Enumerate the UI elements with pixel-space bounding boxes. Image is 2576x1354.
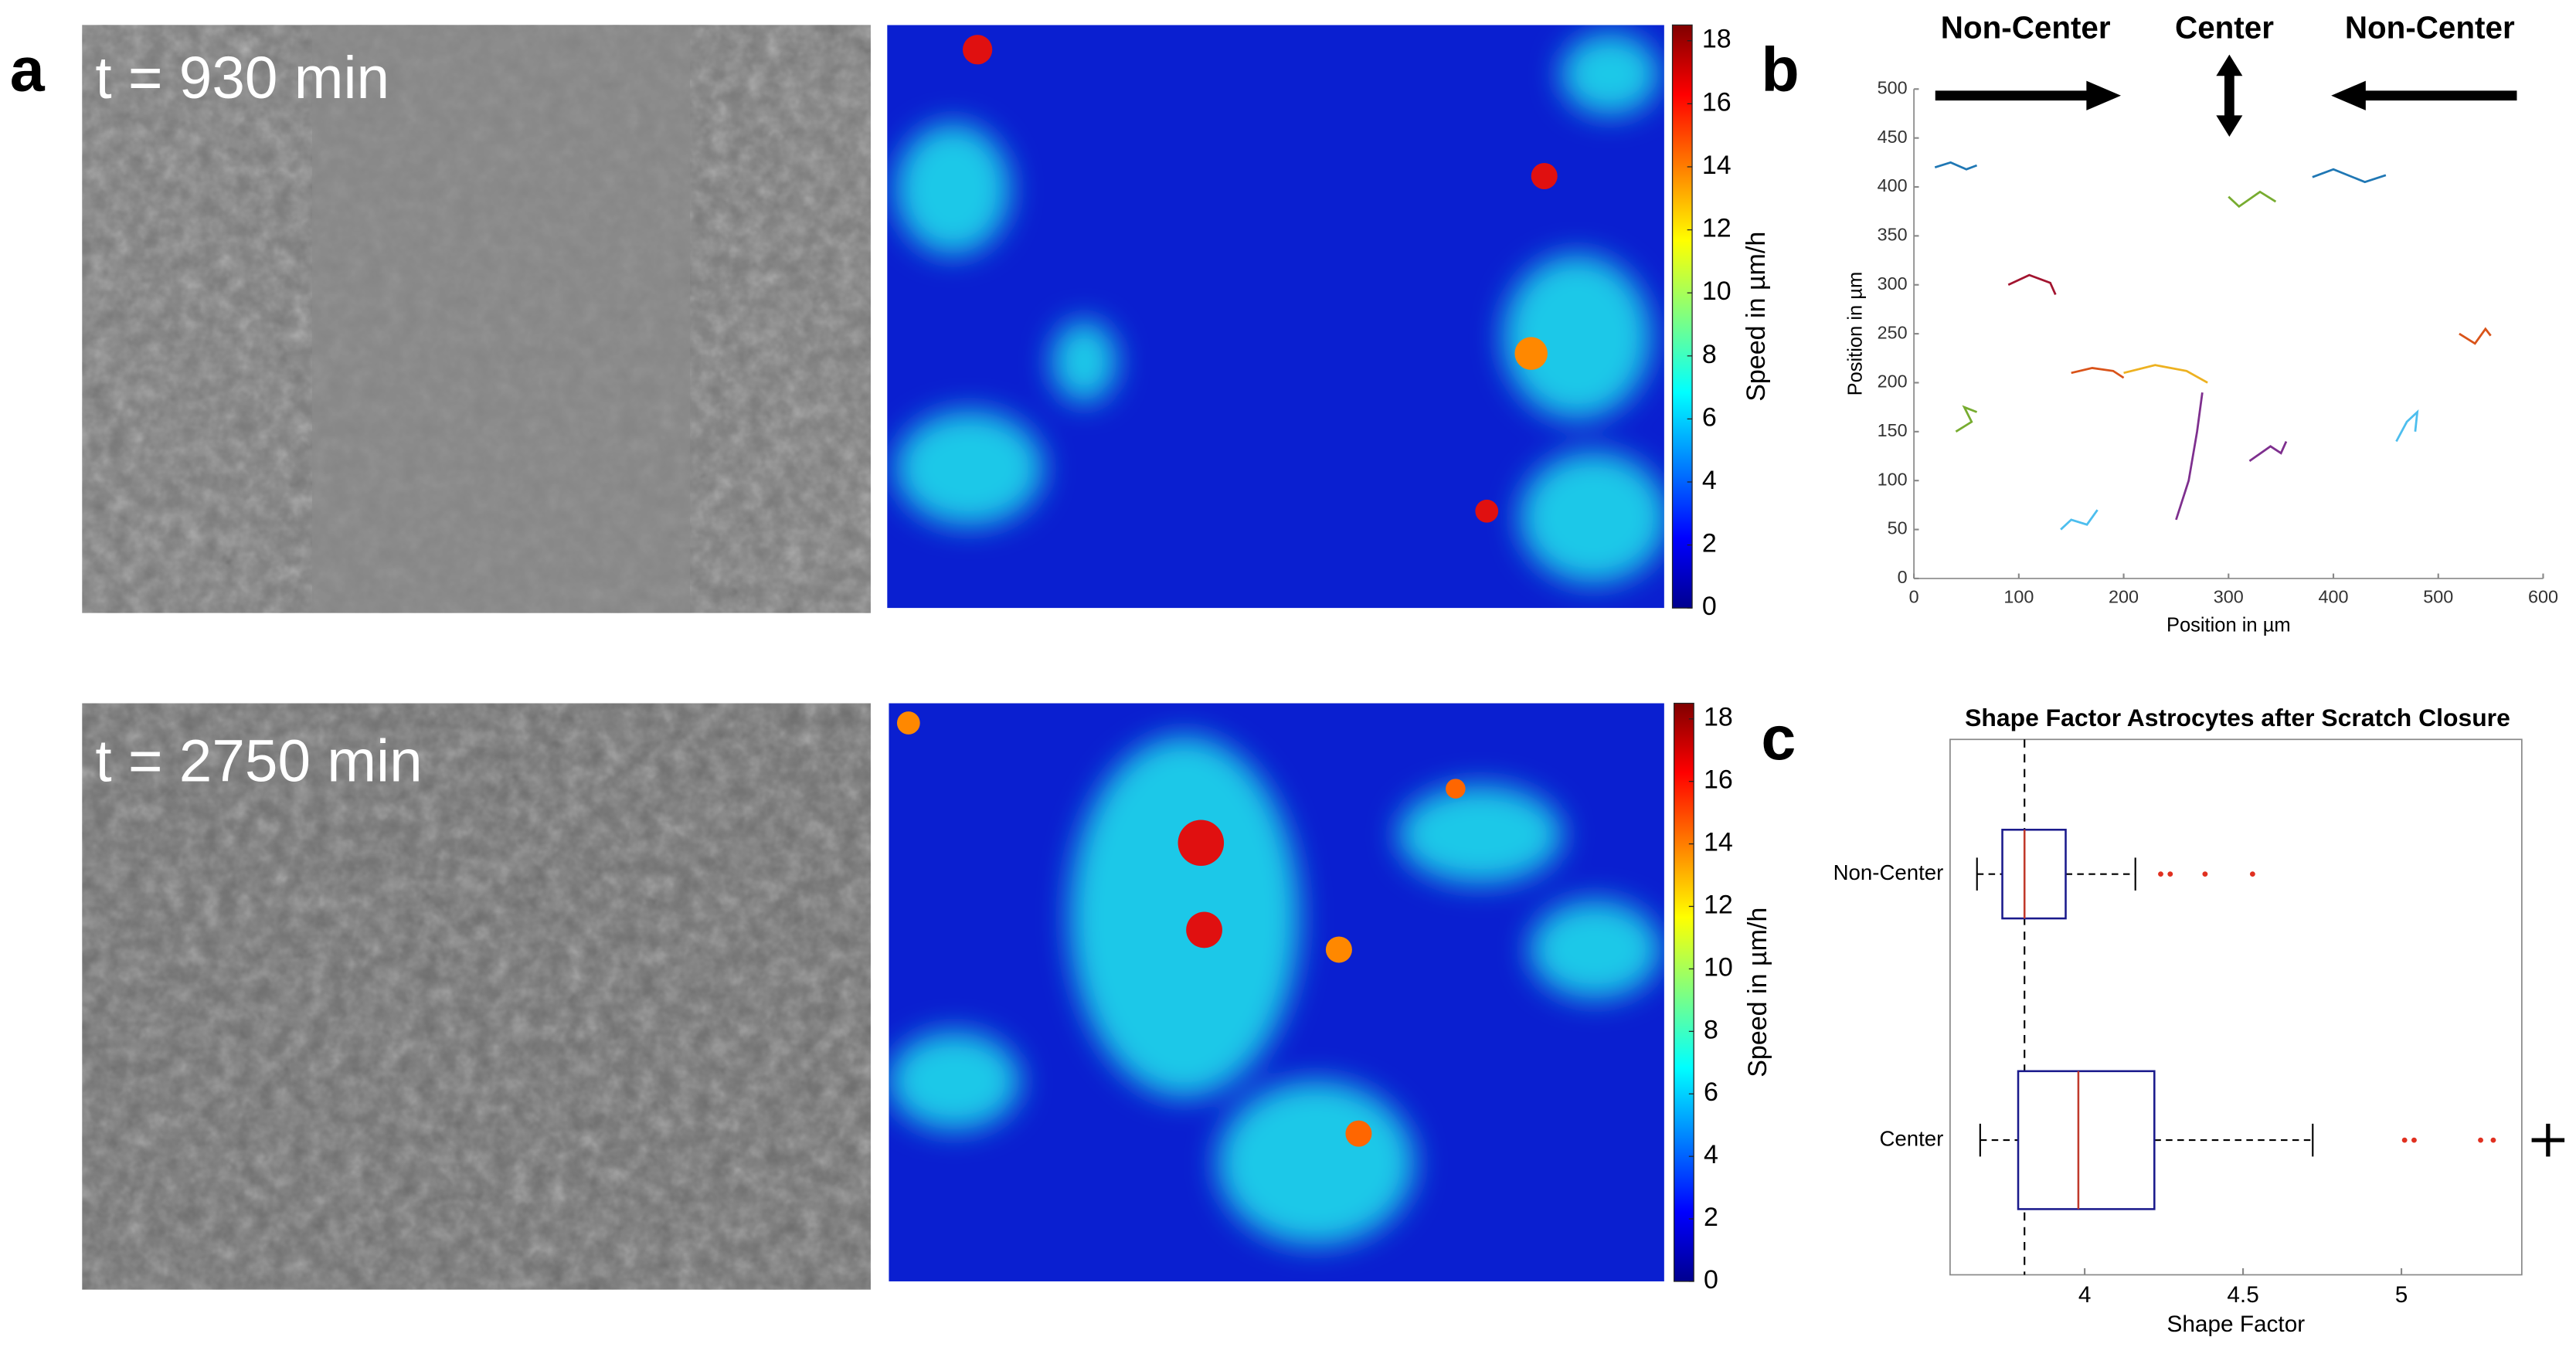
y-axis-label: Position in µm xyxy=(1844,272,1866,396)
colorbar-tick-label: 18 xyxy=(1704,703,1733,732)
x-tick-label: 600 xyxy=(2528,587,2558,607)
arrow xyxy=(2216,54,2243,137)
colorbar-tick-label: 14 xyxy=(1704,828,1733,857)
colorbar-tick-label: 10 xyxy=(1702,277,1731,306)
y-tick-label: 150 xyxy=(1878,420,1908,440)
box xyxy=(2001,828,2067,920)
colorbar-tick-label: 18 xyxy=(1702,25,1731,54)
plus-marker xyxy=(2531,1123,2565,1157)
colorbar-tick-label: 2 xyxy=(1702,529,1717,558)
micrograph xyxy=(82,25,871,1290)
colorbar-label: Speed in µm/h xyxy=(1743,908,1772,1077)
colorbar-tick-label: 4 xyxy=(1702,466,1717,495)
colorbar-tick-label: 2 xyxy=(1704,1203,1718,1232)
trajectory xyxy=(2175,392,2204,521)
y-tick-label: 50 xyxy=(1888,518,1908,538)
colorbar-tick-label: 6 xyxy=(1702,402,1717,432)
colorbar-tick-label: 0 xyxy=(1702,592,1717,621)
trajectory xyxy=(2060,509,2099,531)
colorbar-label: Speed in µm/h xyxy=(1742,232,1771,402)
plot-frame xyxy=(1949,738,2523,1276)
colorbar-tick-label: 0 xyxy=(1704,1265,1718,1295)
time-label: t = 930 min xyxy=(95,46,389,111)
y-tick-label: 500 xyxy=(1878,77,1908,97)
category-label: Center xyxy=(1879,1126,1943,1150)
y-tick-label: 100 xyxy=(1878,469,1908,489)
panel-label: c xyxy=(1761,704,1796,773)
colorbar-tick-label: 14 xyxy=(1702,151,1731,180)
y-tick-label: 0 xyxy=(1898,567,1908,587)
chart-title: Shape Factor Astrocytes after Scratch Cl… xyxy=(1965,704,2510,731)
outlier xyxy=(2490,1137,2496,1143)
arrow xyxy=(1935,80,2122,110)
colorbar-tick-label: 12 xyxy=(1702,214,1731,243)
outlier xyxy=(2478,1137,2483,1143)
heatmap xyxy=(887,25,1664,1281)
x-axis-label: Shape Factor xyxy=(2167,1312,2306,1337)
x-tick-label: 500 xyxy=(2423,587,2453,607)
box xyxy=(2017,1070,2156,1210)
outlier xyxy=(2202,871,2208,877)
colorbar-tick-label: 8 xyxy=(1702,340,1717,369)
colorbar-tick-label: 10 xyxy=(1704,952,1733,982)
x-tick-label: 300 xyxy=(2214,587,2244,607)
x-tick-label: 5 xyxy=(2395,1282,2408,1308)
x-tick-label: 4 xyxy=(2078,1282,2092,1308)
trajectory xyxy=(2459,327,2492,345)
colorbar-tick-label: 16 xyxy=(1704,765,1733,795)
colorbar-tick-label: 4 xyxy=(1704,1140,1718,1169)
trajectory xyxy=(2312,168,2387,184)
outlier xyxy=(2401,1137,2408,1143)
trajectory xyxy=(2007,273,2057,295)
trajectory xyxy=(2395,409,2419,443)
colorbar-tick-label: 8 xyxy=(1704,1015,1718,1044)
y-tick-label: 200 xyxy=(1878,372,1908,392)
trajectory xyxy=(1955,405,1978,433)
annotation: Non-Center xyxy=(2345,9,2515,45)
category-label: Non-Center xyxy=(1833,860,1944,884)
x-tick-label: 400 xyxy=(2319,587,2349,607)
outlier xyxy=(2249,871,2255,877)
x-tick-label: 4.5 xyxy=(2227,1282,2258,1308)
trajectory xyxy=(1934,161,1978,171)
colorbar-tick-label: 6 xyxy=(1704,1077,1718,1107)
trajectory xyxy=(2248,440,2288,462)
y-tick-label: 450 xyxy=(1878,127,1908,147)
y-tick-label: 250 xyxy=(1878,322,1908,342)
time-label: t = 2750 min xyxy=(95,729,422,795)
trajectory xyxy=(2071,367,2125,379)
x-axis-label: Position in µm xyxy=(2166,614,2291,636)
annotation: Non-Center xyxy=(1941,9,2111,45)
x-tick-label: 200 xyxy=(2109,587,2139,607)
outlier xyxy=(2167,871,2173,877)
y-tick-label: 350 xyxy=(1878,225,1908,245)
trajectory xyxy=(2228,190,2277,209)
y-tick-label: 400 xyxy=(1878,175,1908,195)
annotation: Center xyxy=(2175,9,2274,45)
colorbar-tick-label: 16 xyxy=(1702,87,1731,117)
outlier xyxy=(2411,1137,2417,1143)
x-tick-label: 0 xyxy=(1909,587,1919,607)
panel-label: b xyxy=(1761,36,1799,105)
colorbar xyxy=(1674,702,1694,1282)
trajectory xyxy=(2123,364,2208,384)
colorbar-tick-label: 12 xyxy=(1704,890,1733,919)
y-tick-label: 300 xyxy=(1878,273,1908,294)
arrow xyxy=(2331,80,2517,110)
outlier xyxy=(2158,871,2163,877)
colorbar xyxy=(1671,24,1693,609)
panel-label: a xyxy=(10,36,46,105)
x-tick-label: 100 xyxy=(2003,587,2034,607)
